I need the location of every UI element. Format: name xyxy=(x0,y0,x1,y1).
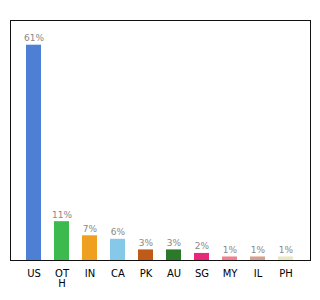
svg-text:6%: 6% xyxy=(111,227,126,237)
svg-text:MY: MY xyxy=(223,268,239,279)
svg-text:1%: 1% xyxy=(251,245,266,255)
svg-text:PK: PK xyxy=(140,268,153,279)
svg-text:IN: IN xyxy=(85,268,95,279)
svg-text:AU: AU xyxy=(167,268,181,279)
svg-text:3%: 3% xyxy=(167,238,182,248)
svg-text:SG: SG xyxy=(195,268,209,279)
svg-text:IL: IL xyxy=(254,268,263,279)
svg-text:2%: 2% xyxy=(195,241,210,251)
svg-text:11%: 11% xyxy=(52,210,72,220)
svg-text:OTH: OTH xyxy=(55,268,70,289)
svg-text:1%: 1% xyxy=(223,245,238,255)
svg-text:US: US xyxy=(27,268,41,279)
svg-text:PH: PH xyxy=(279,268,293,279)
svg-text:3%: 3% xyxy=(139,238,154,248)
svg-text:CA: CA xyxy=(111,268,125,279)
svg-text:1%: 1% xyxy=(279,245,294,255)
svg-text:7%: 7% xyxy=(83,224,98,234)
svg-text:61%: 61% xyxy=(24,33,44,43)
